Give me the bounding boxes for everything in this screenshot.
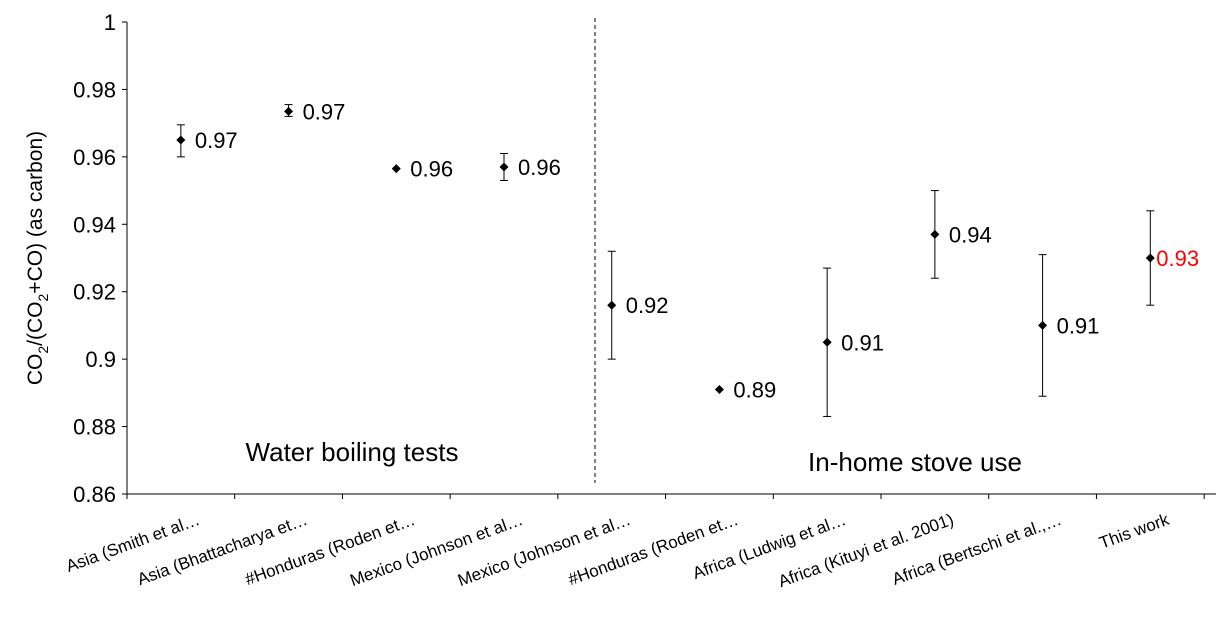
y-axis-label: CO2/(CO2+CO) (as carbon) [24,131,51,385]
data-marks: 0.97 0.97 0.96 0.96 0.92 0.89 0.91 0.94 0.91 0.93 [176,99,1199,417]
annotation-water-boiling: Water boiling tests [246,437,459,467]
x-tick-label: Africa (Kituyi et al. 2001) [776,510,957,591]
y-tick-label: 0.96 [73,145,116,170]
y-tick-label: 0.92 [73,280,116,305]
data-label: 0.92 [626,293,669,318]
x-tick-label: Mexico (Johnson et al… [347,510,525,590]
y-tick-label: 1 [104,10,116,35]
data-label: 0.94 [949,222,992,247]
data-point [822,337,832,347]
x-ticks: Asia (Smith et al…Asia (Bhattacharya et…… [63,494,1205,591]
data-point [714,384,724,394]
data-point [1145,253,1155,263]
y-tick-label: 0.94 [73,212,116,237]
data-label: 0.93 [1156,246,1199,271]
y-tick-label: 0.9 [85,347,116,372]
data-point [176,135,186,145]
data-label: 0.91 [1057,313,1100,338]
data-point [1038,320,1048,330]
x-tick-label: This work [1097,510,1172,553]
data-point [499,162,509,172]
data-point [930,229,940,239]
data-label: 0.96 [410,157,453,182]
x-tick-label: Mexico (Johnson et al… [455,510,633,590]
data-label: 0.91 [841,330,884,355]
annotation-in-home: In-home stove use [808,447,1022,477]
data-point [607,300,617,310]
data-label: 0.96 [518,155,561,180]
y-tick-label: 0.98 [73,77,116,102]
data-label: 0.97 [303,99,346,124]
data-point [284,106,294,116]
x-axis: Asia (Smith et al…Asia (Bhattacharya et…… [63,493,1216,591]
data-label: 0.89 [733,377,776,402]
y-tick-label: 0.86 [73,482,116,507]
y-ticks: 0.86 0.88 0.9 0.92 0.94 0.96 0.98 1 [73,10,127,507]
data-label: 0.97 [195,128,238,153]
y-axis: 0.86 0.88 0.9 0.92 0.94 0.96 0.98 1 [73,10,128,507]
y-tick-label: 0.88 [73,415,116,440]
data-point [391,164,401,174]
